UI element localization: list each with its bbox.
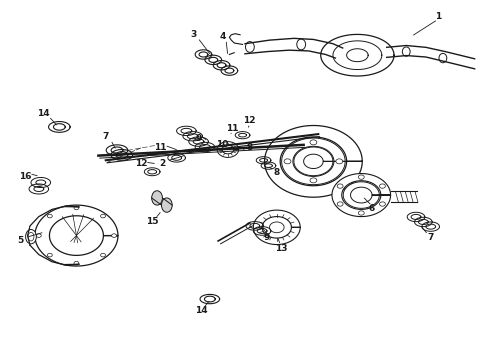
Circle shape <box>337 202 343 206</box>
Circle shape <box>100 253 105 257</box>
Circle shape <box>100 214 105 218</box>
Circle shape <box>310 140 317 145</box>
Text: 13: 13 <box>275 244 288 253</box>
Circle shape <box>380 184 385 188</box>
Text: 5: 5 <box>17 237 24 246</box>
Text: 7: 7 <box>427 233 434 242</box>
Text: 1: 1 <box>435 12 441 21</box>
Text: 14: 14 <box>37 109 50 118</box>
Polygon shape <box>265 126 362 197</box>
Ellipse shape <box>402 47 410 56</box>
Text: 9: 9 <box>196 134 202 143</box>
Circle shape <box>270 222 284 233</box>
Text: 15: 15 <box>146 217 158 226</box>
Polygon shape <box>217 141 239 157</box>
Ellipse shape <box>245 41 254 52</box>
Polygon shape <box>343 182 379 208</box>
Circle shape <box>358 211 364 215</box>
Text: 8: 8 <box>273 168 280 177</box>
Circle shape <box>112 234 117 237</box>
Circle shape <box>74 206 79 210</box>
Circle shape <box>310 178 317 183</box>
Polygon shape <box>282 138 345 185</box>
Ellipse shape <box>297 39 306 50</box>
Polygon shape <box>332 174 391 217</box>
Ellipse shape <box>152 191 162 205</box>
Circle shape <box>358 175 364 179</box>
Polygon shape <box>35 205 118 266</box>
Text: 10: 10 <box>216 140 228 149</box>
Circle shape <box>48 214 52 218</box>
Polygon shape <box>253 210 300 244</box>
Text: 12: 12 <box>135 159 147 168</box>
Circle shape <box>284 159 291 164</box>
Circle shape <box>36 234 41 237</box>
Text: 4: 4 <box>220 32 226 41</box>
Ellipse shape <box>25 229 36 244</box>
Text: 11: 11 <box>154 143 167 152</box>
Text: 14: 14 <box>195 306 207 315</box>
Text: 6: 6 <box>369 204 375 213</box>
Text: 11: 11 <box>225 123 238 132</box>
Text: 7: 7 <box>102 132 109 141</box>
Text: 16: 16 <box>19 172 31 181</box>
Text: 12: 12 <box>243 116 255 125</box>
Ellipse shape <box>161 198 172 212</box>
Text: 9: 9 <box>264 233 270 242</box>
Circle shape <box>337 184 343 188</box>
Circle shape <box>74 261 79 265</box>
Ellipse shape <box>439 53 447 63</box>
Text: 3: 3 <box>191 30 197 39</box>
Text: 2: 2 <box>159 159 165 168</box>
Ellipse shape <box>28 232 34 241</box>
Circle shape <box>336 159 343 164</box>
Polygon shape <box>294 147 333 176</box>
Text: 8: 8 <box>247 143 253 152</box>
Circle shape <box>380 202 385 206</box>
Circle shape <box>48 253 52 257</box>
